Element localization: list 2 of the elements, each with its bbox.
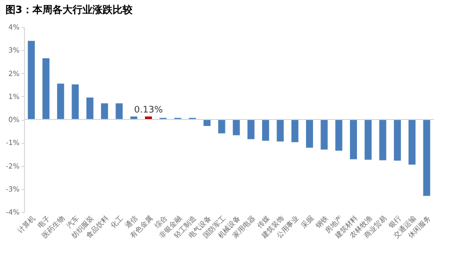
data-label: 0.13% <box>134 105 164 116</box>
chart-title: 图3：本周各大行业涨跌比较 <box>5 4 134 16</box>
